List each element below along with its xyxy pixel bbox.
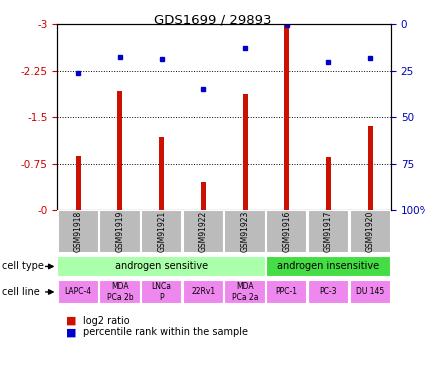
Bar <box>308 210 349 253</box>
Bar <box>141 280 182 304</box>
Bar <box>284 24 289 210</box>
Text: GSM91919: GSM91919 <box>116 211 125 252</box>
Bar <box>57 256 266 277</box>
Text: PC-3: PC-3 <box>320 287 337 296</box>
Text: ■: ■ <box>66 327 76 337</box>
Text: GDS1699 / 29893: GDS1699 / 29893 <box>154 13 271 26</box>
Text: LNCa
P: LNCa P <box>152 282 172 302</box>
Bar <box>266 256 391 277</box>
Text: log2 ratio: log2 ratio <box>83 316 130 326</box>
Bar <box>201 182 206 210</box>
Text: GSM91922: GSM91922 <box>199 211 208 252</box>
Bar <box>57 210 99 253</box>
Text: cell type: cell type <box>2 261 44 272</box>
Text: androgen insensitive: androgen insensitive <box>278 261 380 272</box>
Bar <box>224 280 266 304</box>
Bar <box>326 158 331 210</box>
Bar <box>183 280 224 304</box>
Text: 22Rv1: 22Rv1 <box>191 287 215 296</box>
Bar <box>349 210 391 253</box>
Bar <box>99 280 141 304</box>
Text: GSM91916: GSM91916 <box>282 211 291 252</box>
Bar <box>349 280 391 304</box>
Text: MDA
PCa 2b: MDA PCa 2b <box>107 282 133 302</box>
Bar <box>76 156 81 210</box>
Text: DU 145: DU 145 <box>356 287 384 296</box>
Bar <box>159 137 164 210</box>
Bar <box>368 126 373 210</box>
Text: LAPC-4: LAPC-4 <box>65 287 92 296</box>
Bar <box>243 94 247 210</box>
Bar <box>308 280 349 304</box>
Text: cell line: cell line <box>2 287 40 297</box>
Text: GSM91917: GSM91917 <box>324 211 333 252</box>
Bar <box>117 91 122 210</box>
Bar <box>183 210 224 253</box>
Bar <box>57 280 99 304</box>
Text: GSM91921: GSM91921 <box>157 211 166 252</box>
Text: MDA
PCa 2a: MDA PCa 2a <box>232 282 258 302</box>
Text: GSM91920: GSM91920 <box>366 211 375 252</box>
Text: GSM91923: GSM91923 <box>241 211 249 252</box>
Bar <box>224 210 266 253</box>
Bar <box>266 210 307 253</box>
Text: percentile rank within the sample: percentile rank within the sample <box>83 327 248 337</box>
Text: PPC-1: PPC-1 <box>276 287 298 296</box>
Text: GSM91918: GSM91918 <box>74 211 83 252</box>
Bar <box>99 210 141 253</box>
Text: androgen sensitive: androgen sensitive <box>115 261 208 272</box>
Bar <box>266 280 307 304</box>
Text: ■: ■ <box>66 316 76 326</box>
Bar <box>141 210 182 253</box>
